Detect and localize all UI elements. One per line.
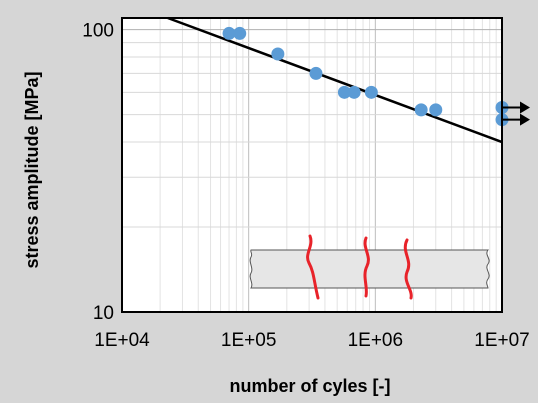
data-point [429, 103, 443, 117]
data-point [414, 103, 428, 117]
data-points [222, 26, 509, 127]
x-axis-title: number of cyles [-] [229, 376, 390, 396]
crack [363, 236, 370, 298]
y-axis-title: stress amplitude [MPa] [22, 71, 42, 268]
x-tick-labels: 1E+04 1E+05 1E+06 1E+07 [94, 330, 529, 351]
fit-line [167, 16, 503, 144]
data-point [271, 47, 285, 61]
runout-arrowhead [520, 113, 530, 126]
specimen-with-cracks-icon [249, 234, 490, 300]
plot-frame [121, 17, 503, 313]
y-tick-label: 100 [82, 21, 114, 42]
y-tick-labels: 10 100 [82, 21, 114, 324]
data-point [364, 85, 378, 99]
data-point [222, 26, 236, 40]
crack [306, 234, 320, 300]
x-tick-label: 1E+07 [474, 330, 529, 351]
fit-line-layer [167, 16, 503, 144]
crack [403, 238, 413, 300]
x-tick-label: 1E+05 [221, 330, 276, 351]
x-tick-label: 1E+04 [94, 330, 150, 351]
runout-arrowhead [520, 101, 530, 114]
data-point [347, 85, 361, 99]
x-tick-label: 1E+06 [348, 330, 403, 351]
data-point [309, 66, 323, 80]
specimen-bar [249, 249, 490, 289]
y-tick-label: 10 [93, 303, 114, 324]
runout-arrows [502, 101, 530, 126]
data-point [337, 85, 351, 99]
data-point [233, 26, 247, 40]
